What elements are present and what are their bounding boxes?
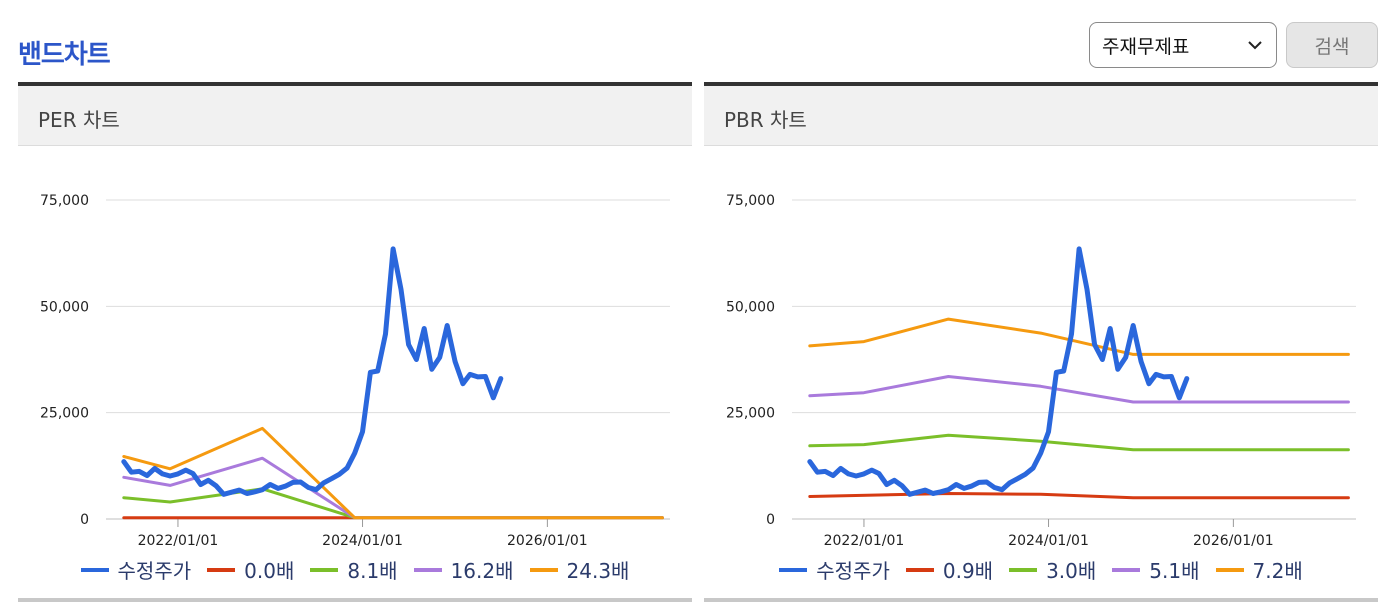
- legend-item[interactable]: 수정주가: [80, 555, 192, 584]
- x-tick-label: 2024/01/01: [322, 533, 403, 546]
- panel-header: PER 차트: [18, 86, 692, 146]
- y-tick-label: 50,000: [726, 299, 775, 315]
- page-title: 밴드차트: [18, 40, 111, 70]
- per-chart-title: PER 차트: [38, 108, 120, 132]
- legend-label: 16.2배: [450, 559, 514, 583]
- panel-top-border: [18, 82, 692, 86]
- legend-label: 5.1배: [1149, 559, 1200, 583]
- series-line-3: [808, 375, 1350, 404]
- legend-label: 7.2배: [1252, 559, 1303, 583]
- panel-bottom-border: [18, 598, 692, 602]
- legend-item[interactable]: 3.0배: [1009, 555, 1096, 584]
- statement-type-value: 주재무제표: [1102, 35, 1190, 58]
- per-chart-legend: 수정주가 0.0배 8.1배 16.2배 24.3배: [18, 555, 692, 584]
- per-chart: 0 25,000 50,000 75,000 2022/01/01 2024/01/01 2…: [40, 193, 670, 546]
- legend-swatch: [529, 567, 558, 572]
- series-line-4: [808, 317, 1350, 356]
- x-tick-label: 2022/01/01: [824, 533, 905, 546]
- pbr-chart: 0 25,000 50,000 75,000 2022/01/01 2024/01/01 2…: [726, 193, 1356, 546]
- legend-label: 0.9배: [942, 559, 994, 583]
- legend-label: 수정주가: [816, 559, 890, 583]
- series-line-0: [121, 246, 504, 497]
- legend-item[interactable]: 수정주가: [779, 555, 890, 584]
- legend-swatch: [779, 567, 808, 572]
- legend-item[interactable]: 0.9배: [905, 555, 994, 584]
- legend-label: 0.0배: [244, 559, 295, 583]
- x-tick-label: 2022/01/01: [138, 533, 219, 546]
- legend-label: 수정주가: [117, 559, 192, 583]
- legend-swatch: [1112, 567, 1141, 572]
- legend-item[interactable]: 24.3배: [529, 555, 630, 584]
- series-line-0: [807, 246, 1190, 497]
- legend-item[interactable]: 7.2배: [1215, 555, 1303, 584]
- legend-swatch: [310, 567, 339, 572]
- legend-swatch: [1215, 567, 1244, 572]
- series-line-2: [122, 487, 664, 520]
- chevron-down-icon: [1248, 41, 1262, 50]
- x-tick-label: 2024/01/01: [1008, 533, 1089, 546]
- series-line-2: [808, 433, 1350, 452]
- legend-item[interactable]: 16.2배: [413, 555, 514, 584]
- y-tick-label: 75,000: [726, 193, 775, 209]
- pbr-chart-legend: 수정주가 0.9배 3.0배 5.1배 7.2배: [704, 555, 1378, 584]
- legend-item[interactable]: 8.1배: [310, 555, 398, 584]
- legend-swatch: [905, 567, 934, 572]
- legend-label: 8.1배: [347, 559, 398, 583]
- y-tick-label: 50,000: [40, 299, 89, 315]
- statement-type-select[interactable]: 주재무제표: [1089, 22, 1277, 68]
- y-tick-label: 25,000: [726, 406, 775, 422]
- legend-swatch: [207, 567, 236, 572]
- x-tick-label: 2026/01/01: [507, 533, 588, 546]
- legend-label: 3.0배: [1046, 559, 1097, 583]
- panel-bottom-border: [704, 598, 1378, 602]
- legend-item[interactable]: 5.1배: [1112, 555, 1200, 584]
- panel-header: PBR 차트: [704, 86, 1378, 146]
- legend-item[interactable]: 0.0배: [207, 555, 294, 584]
- pbr-chart-title: PBR 차트: [724, 108, 807, 132]
- legend-swatch: [80, 567, 109, 572]
- panel-top-border: [704, 82, 1378, 86]
- series-line-4: [122, 426, 664, 520]
- search-button[interactable]: 검색: [1286, 22, 1378, 68]
- y-tick-label: 25,000: [40, 406, 89, 422]
- legend-swatch: [413, 567, 442, 572]
- legend-swatch: [1009, 567, 1038, 572]
- pbr-chart-panel: PBR 차트 0 25,000 50,000 75,000 2022/01/01 2024…: [704, 82, 1378, 602]
- legend-label: 24.3배: [566, 559, 630, 583]
- series-line-1: [808, 492, 1350, 500]
- per-chart-panel: PER 차트 0 25,000 50,000 75,000 2022/01/01 2024…: [18, 82, 692, 602]
- series-line-3: [122, 456, 664, 520]
- y-tick-label: 75,000: [40, 193, 89, 209]
- x-tick-label: 2026/01/01: [1193, 533, 1274, 546]
- y-tick-label: 0: [766, 512, 775, 528]
- y-tick-label: 0: [80, 512, 89, 528]
